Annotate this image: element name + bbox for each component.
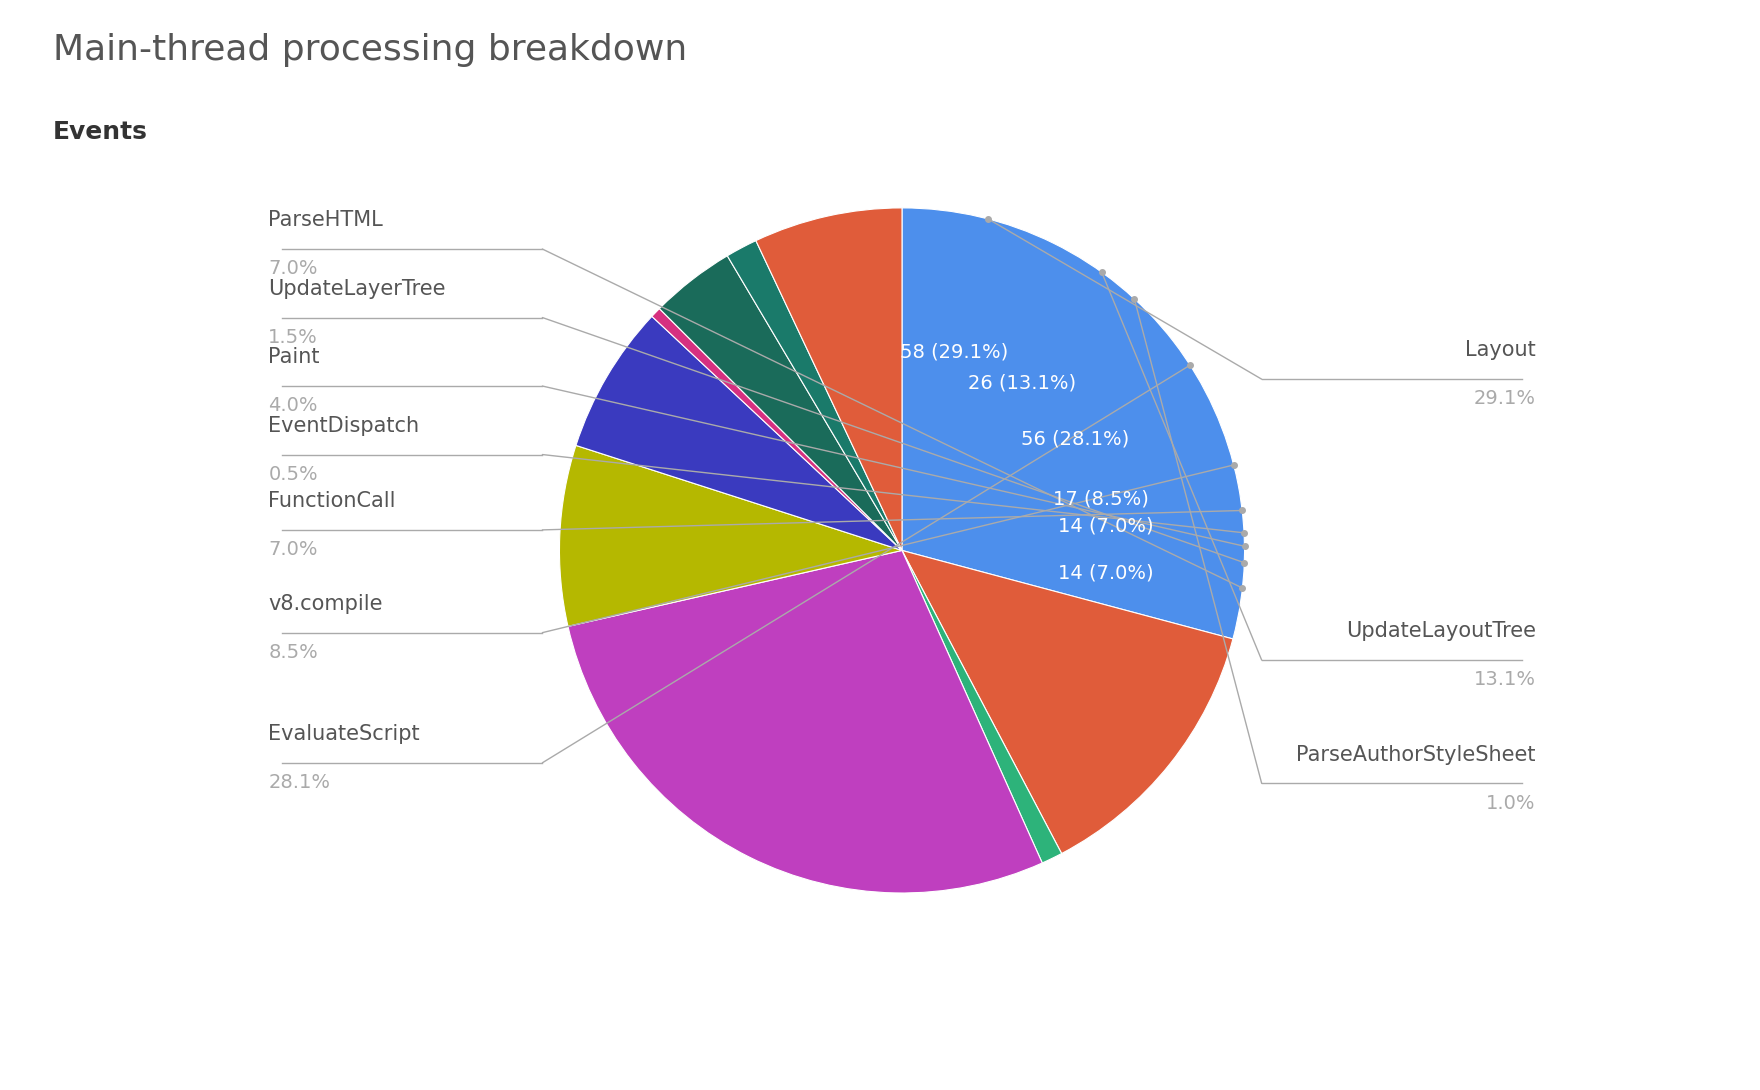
Wedge shape (576, 316, 903, 550)
Text: EvaluateScript: EvaluateScript (268, 724, 421, 744)
Text: 17 (8.5%): 17 (8.5%) (1052, 489, 1149, 509)
Wedge shape (568, 550, 1042, 893)
Text: 4.0%: 4.0% (268, 397, 319, 415)
Text: 7.0%: 7.0% (268, 541, 319, 559)
Text: 56 (28.1%): 56 (28.1%) (1021, 429, 1128, 449)
Text: EventDispatch: EventDispatch (268, 415, 419, 436)
Text: 26 (13.1%): 26 (13.1%) (968, 374, 1075, 392)
Wedge shape (660, 256, 903, 550)
Text: 7.0%: 7.0% (268, 259, 319, 278)
Wedge shape (903, 550, 1061, 863)
Text: Main-thread processing breakdown: Main-thread processing breakdown (53, 33, 686, 66)
Text: 13.1%: 13.1% (1473, 670, 1536, 689)
Text: Events: Events (53, 120, 148, 144)
Text: UpdateLayerTree: UpdateLayerTree (268, 279, 445, 299)
Wedge shape (901, 208, 1244, 639)
Wedge shape (727, 241, 903, 550)
Text: 14 (7.0%): 14 (7.0%) (1058, 517, 1155, 536)
Text: 14 (7.0%): 14 (7.0%) (1058, 564, 1155, 582)
Text: UpdateLayoutTree: UpdateLayoutTree (1346, 621, 1536, 641)
Text: 1.0%: 1.0% (1485, 794, 1536, 813)
Text: ParseAuthorStyleSheet: ParseAuthorStyleSheet (1295, 744, 1536, 764)
Text: 29.1%: 29.1% (1473, 389, 1536, 409)
Text: 1.5%: 1.5% (268, 328, 319, 347)
Wedge shape (755, 208, 903, 550)
Text: 58 (29.1%): 58 (29.1%) (899, 342, 1008, 361)
Text: ParseHTML: ParseHTML (268, 210, 384, 230)
Text: 0.5%: 0.5% (268, 464, 319, 484)
Text: FunctionCall: FunctionCall (268, 492, 396, 511)
Text: Layout: Layout (1464, 340, 1536, 361)
Wedge shape (903, 550, 1234, 853)
Text: 28.1%: 28.1% (268, 773, 331, 792)
Wedge shape (651, 308, 903, 550)
Text: 8.5%: 8.5% (268, 643, 319, 662)
Text: Paint: Paint (268, 348, 320, 367)
Text: v8.compile: v8.compile (268, 594, 382, 614)
Wedge shape (560, 446, 903, 627)
